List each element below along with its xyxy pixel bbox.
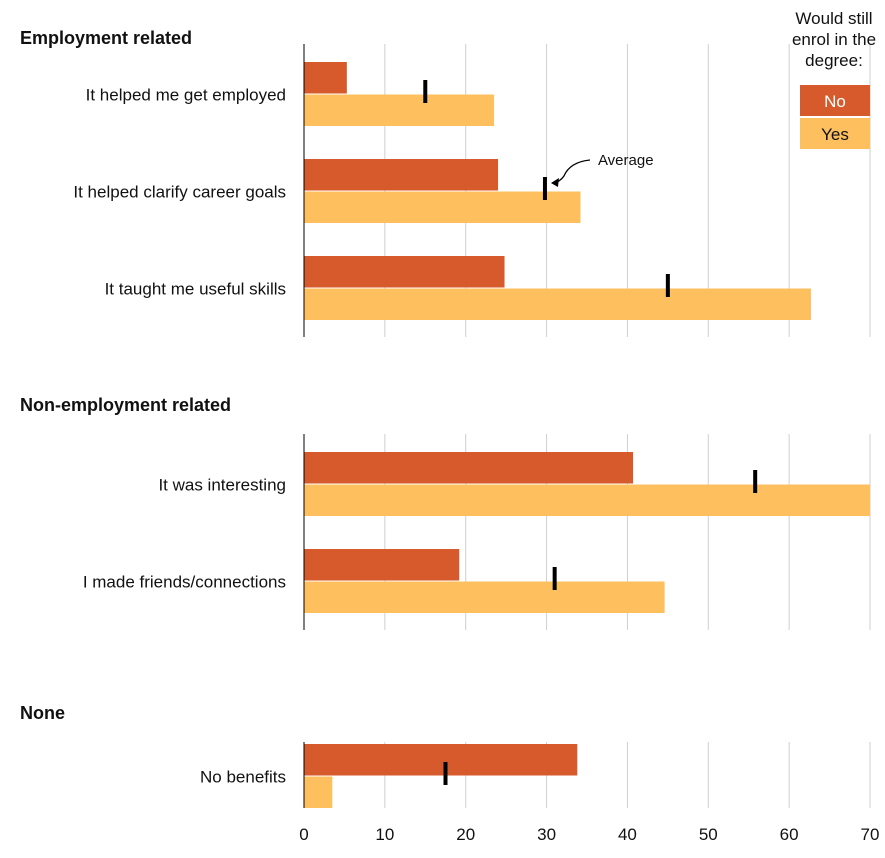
bar-yes [304,581,665,613]
bar-no [304,159,499,191]
bar-yes [304,776,333,808]
bar-no [304,256,505,288]
legend-swatch-yes [800,118,870,149]
legend-title: degree: [805,51,863,70]
x-tick-label: 0 [299,825,308,844]
x-tick-label: 60 [780,825,799,844]
x-tick-label: 10 [375,825,394,844]
category-label: I made friends/connections [83,573,286,592]
x-tick-label: 20 [456,825,475,844]
group-title: Non-employment related [20,395,231,415]
legend-label-no: No [824,92,846,111]
category-label: It helped me get employed [86,86,286,105]
x-tick-label: 40 [618,825,637,844]
x-tick-label: 50 [699,825,718,844]
legend-title: enrol in the [792,30,876,49]
category-label: It helped clarify career goals [73,183,286,202]
bar-no [304,744,578,776]
x-tick-label: 30 [537,825,556,844]
bar-yes [304,484,870,516]
bar-yes [304,94,495,126]
category-label: It was interesting [158,476,286,495]
group-title: None [20,703,65,723]
annotation-arrowhead [550,178,559,187]
bar-yes [304,288,811,320]
bar-yes [304,191,581,223]
legend-label-yes: Yes [821,125,849,144]
group-title: Employment related [20,28,192,48]
bar-no [304,452,634,484]
legend-title: Would still [795,9,872,28]
category-label: It taught me useful skills [105,280,286,299]
bar-no [304,549,460,581]
annotation-label: Average [598,152,654,169]
legend-swatch-no [800,85,870,116]
category-label: No benefits [200,768,286,787]
bar-no [304,62,347,94]
x-tick-label: 70 [861,825,880,844]
